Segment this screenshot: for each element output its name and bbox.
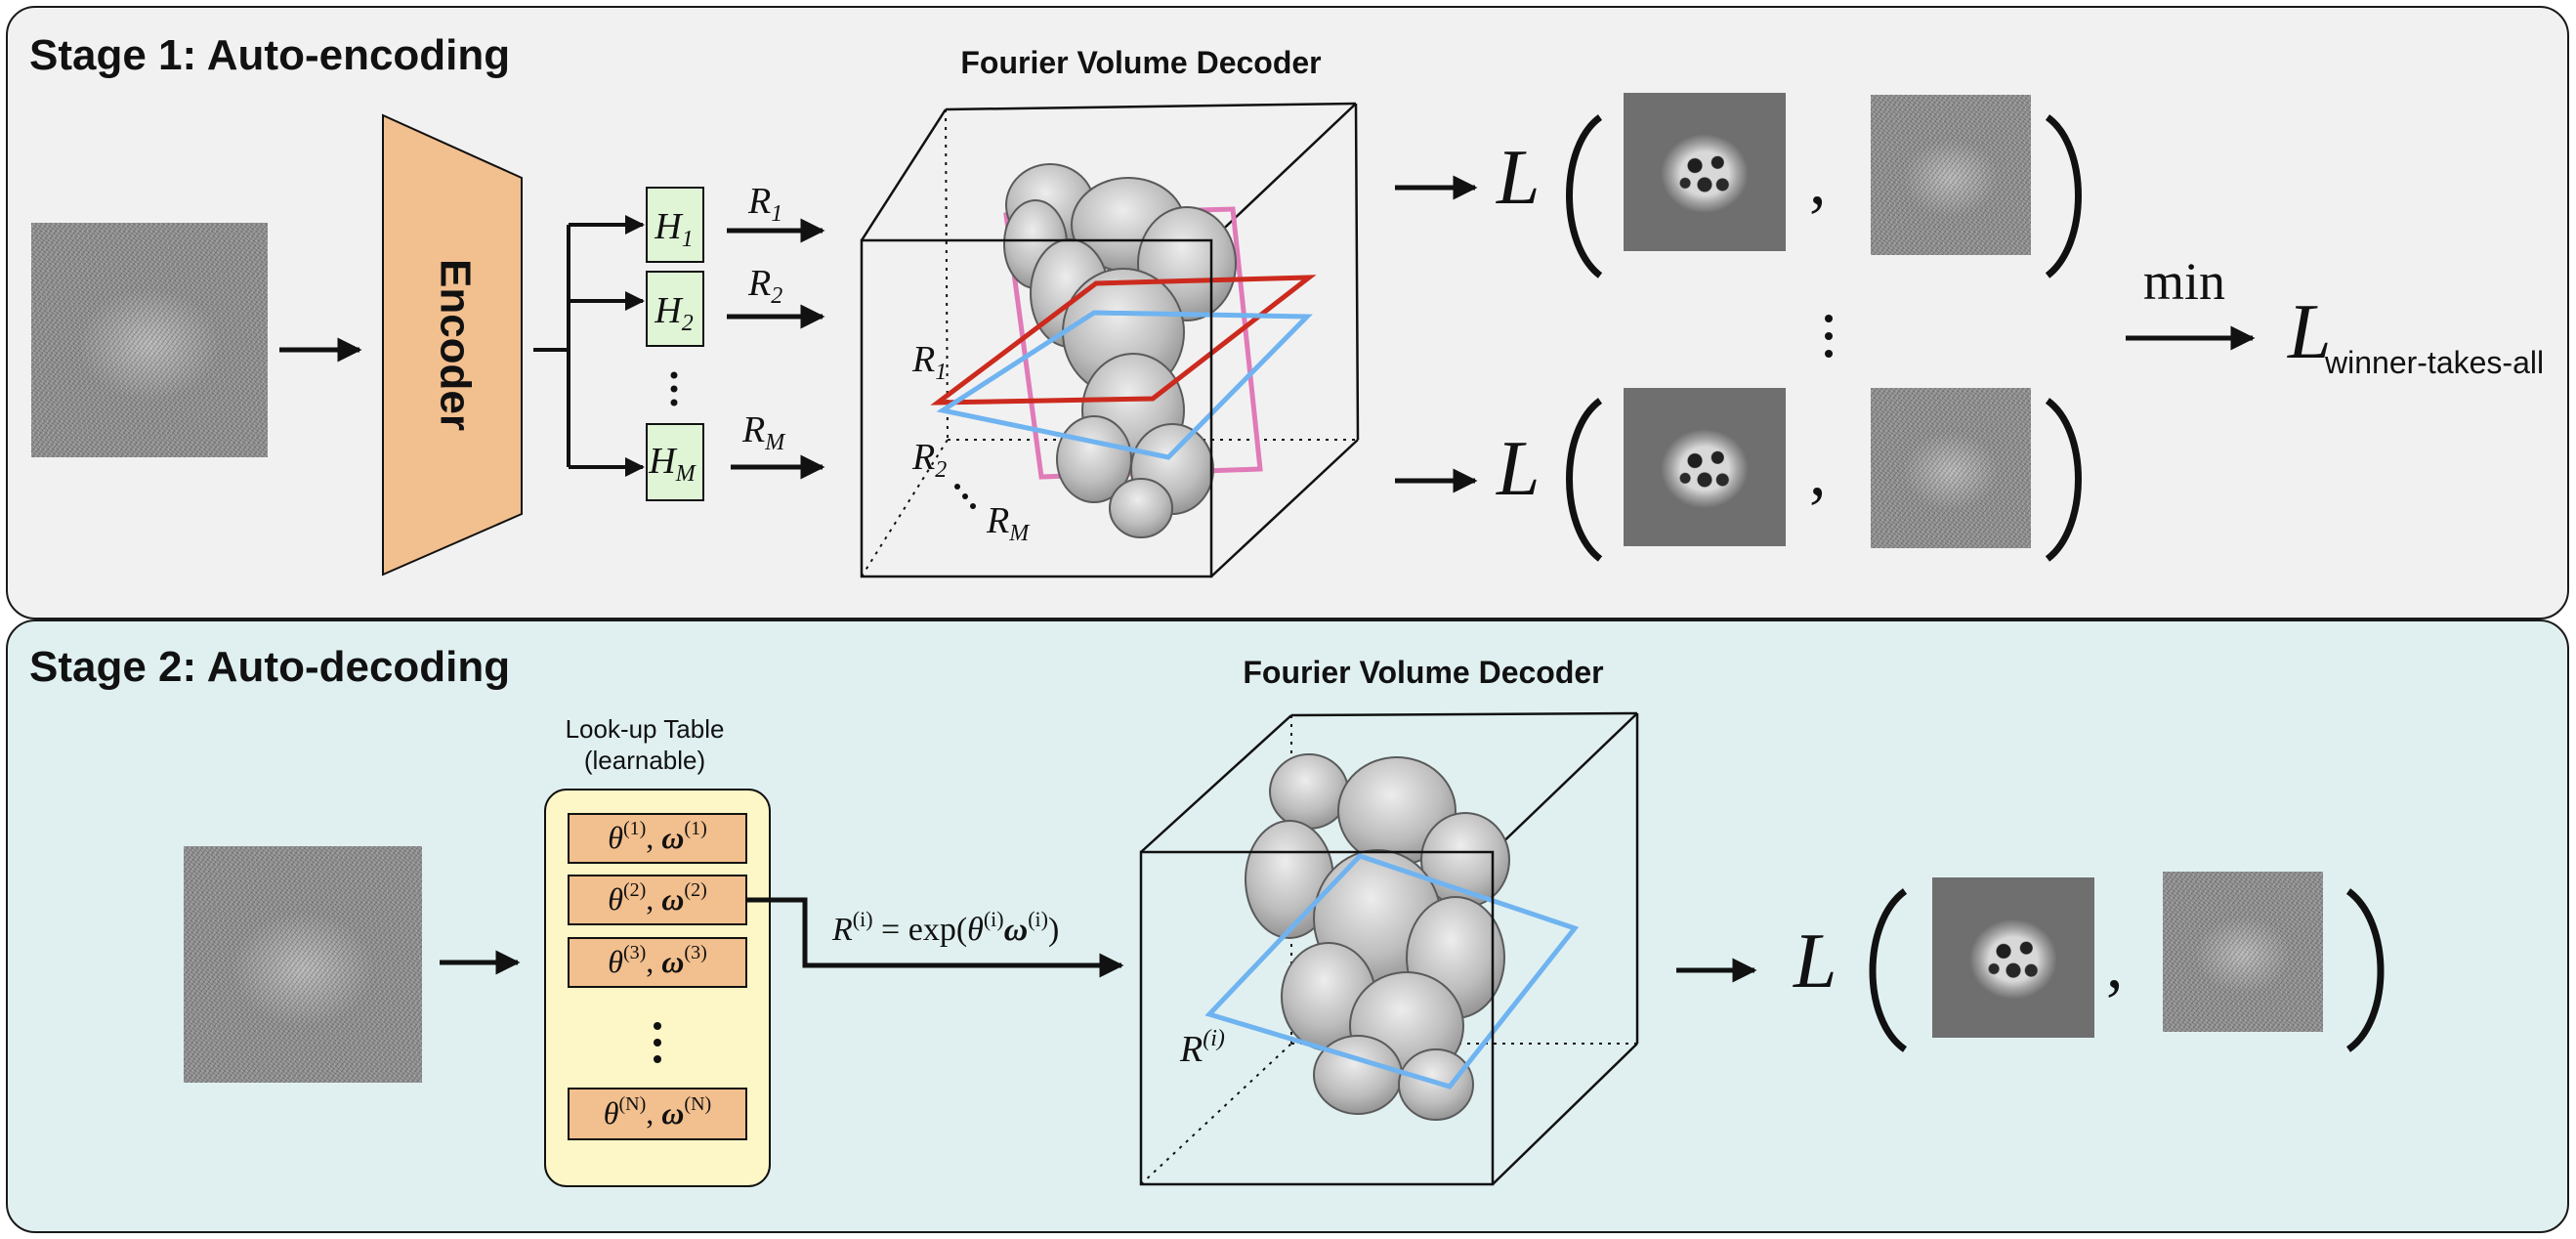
svg-text:θ(N), ω(N): θ(N), ω(N) [604,1093,711,1131]
svg-text:θ(2), ω(2): θ(2), ω(2) [608,879,707,917]
stage1-observed-m-image [1871,388,2031,548]
stage2-plane [1204,853,1580,1089]
rotation-label-2: R2 [747,263,782,309]
plane-1 [936,310,1313,460]
lut-entry-n: θ(N), ω(N) [568,1088,747,1140]
plane-label-2: R2 [911,437,947,483]
stage2-decoder-cube-front [1139,850,1495,1186]
loss-paren-open-m [1566,398,1603,562]
lut-ellipsis [654,1022,661,1063]
encoder-label: Encoder [431,259,479,431]
min-label: min [2143,252,2225,311]
plane-label-ellipsis [954,484,976,509]
hypothesis-ellipsis [670,371,678,406]
lut-title-line2: (learnable) [583,746,706,775]
svg-text:H2: H2 [654,290,693,336]
hypothesis-head-1: H1 [646,187,704,263]
lut-entry-2: θ(2), ω(2) [568,875,747,925]
stage2-comma: , [2106,927,2124,1003]
svg-text:H1: H1 [654,206,693,252]
loss-paren-close-1 [2045,114,2082,278]
loss-paren-close-m [2045,398,2082,562]
stage2-plane-label: R(i) [1179,1026,1225,1070]
wta-loss-subscript: winner-takes-all [2324,345,2544,380]
plane-label-m: RM [986,500,1031,546]
stage1-projection-m-image [1624,388,1786,546]
loss-comma-m: , [1809,435,1827,510]
lut-to-rotation-arrow [746,897,1124,978]
stage2-paren-open [1869,888,1908,1052]
stage1-title: Stage 1: Auto-encoding [29,31,511,79]
wta-loss-symbol: L [2287,289,2332,375]
rotation-equation: R(i) = exp(θ(i)ω(i)) [831,907,1059,948]
hypothesis-head-2: H2 [646,271,704,347]
stage2-observed-image [2163,872,2323,1032]
stage2-paren-close [2345,888,2385,1052]
lut-entry-3: θ(3), ω(3) [568,937,747,988]
loss-symbol-m: L [1496,426,1541,512]
stage1-input-image [31,223,268,457]
rotation-label-1: R1 [747,181,782,227]
stage2-loss-symbol: L [1793,919,1837,1004]
lut-entry-1: θ(1), ω(1) [568,813,747,864]
loss-comma-1: , [1809,144,1827,219]
stage1-decoder-cube-front [860,238,1213,578]
svg-text:θ(3), ω(3): θ(3), ω(3) [608,942,707,979]
lut-title-line1: Look-up Table [565,714,725,744]
stage1-molecule [1003,163,1237,538]
lut-title: Look-up Table (learnable) [518,713,772,776]
rotation-label-m: RM [741,409,786,455]
plane-2 [930,275,1317,406]
stage1-decoder-title: Fourier Volume Decoder [960,45,1322,80]
stage2-decoder-title: Fourier Volume Decoder [1243,655,1604,690]
loss-paren-open-1 [1566,114,1603,278]
loss-ellipsis [1825,315,1833,358]
hypothesis-head-m: HM [646,423,704,501]
svg-text:HM: HM [648,441,697,487]
svg-text:θ(1), ω(1): θ(1), ω(1) [608,818,707,855]
stage1-observed-1-image [1871,95,2031,255]
encoder-block [382,113,523,577]
stage2-input-image [184,846,422,1083]
plane-label-1: R1 [911,339,947,385]
stage2-projection-image [1932,877,2094,1038]
loss-symbol-1: L [1496,135,1541,221]
stage1-projection-1-image [1624,93,1786,251]
stage2-title: Stage 2: Auto-decoding [29,643,511,691]
